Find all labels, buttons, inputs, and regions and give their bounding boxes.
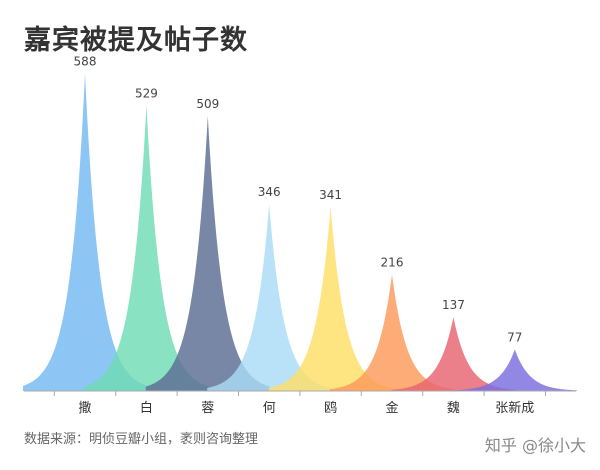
peak-6 xyxy=(330,274,454,391)
x-tick-label-4: 何 xyxy=(263,400,276,416)
data-label-3: 509 xyxy=(196,97,219,111)
peak-3 xyxy=(145,116,270,391)
x-tick-label-2: 白 xyxy=(140,400,153,416)
x-tick-label-5: 鸥 xyxy=(324,400,337,416)
data-label-4: 346 xyxy=(258,185,281,199)
peak-4 xyxy=(207,204,332,391)
peak-7 xyxy=(391,317,516,391)
x-tick-label-6: 金 xyxy=(385,400,398,416)
data-source-note: 数据来源：明侦豆瓣小组，袤则咨询整理 xyxy=(24,432,259,447)
data-label-8: 77 xyxy=(507,330,522,344)
data-label-2: 529 xyxy=(135,86,158,100)
x-tick-label-8: 张新成 xyxy=(495,400,534,416)
data-label-6: 216 xyxy=(381,255,404,269)
chart-title: 嘉宾被提及帖子数 xyxy=(24,25,248,56)
x-tick-label-1: 撒 xyxy=(78,400,91,416)
peak-1 xyxy=(23,73,147,391)
data-label-7: 137 xyxy=(442,298,465,312)
x-tick-label-3: 蓉 xyxy=(201,401,214,416)
data-label-1: 588 xyxy=(74,54,97,68)
peak-2 xyxy=(84,105,209,392)
peak-8 xyxy=(452,349,577,391)
watermark: 知乎 @徐小大 xyxy=(484,436,586,455)
data-label-5: 341 xyxy=(319,188,342,202)
x-tick-label-7: 魏 xyxy=(447,401,460,416)
peak-5 xyxy=(268,206,393,391)
